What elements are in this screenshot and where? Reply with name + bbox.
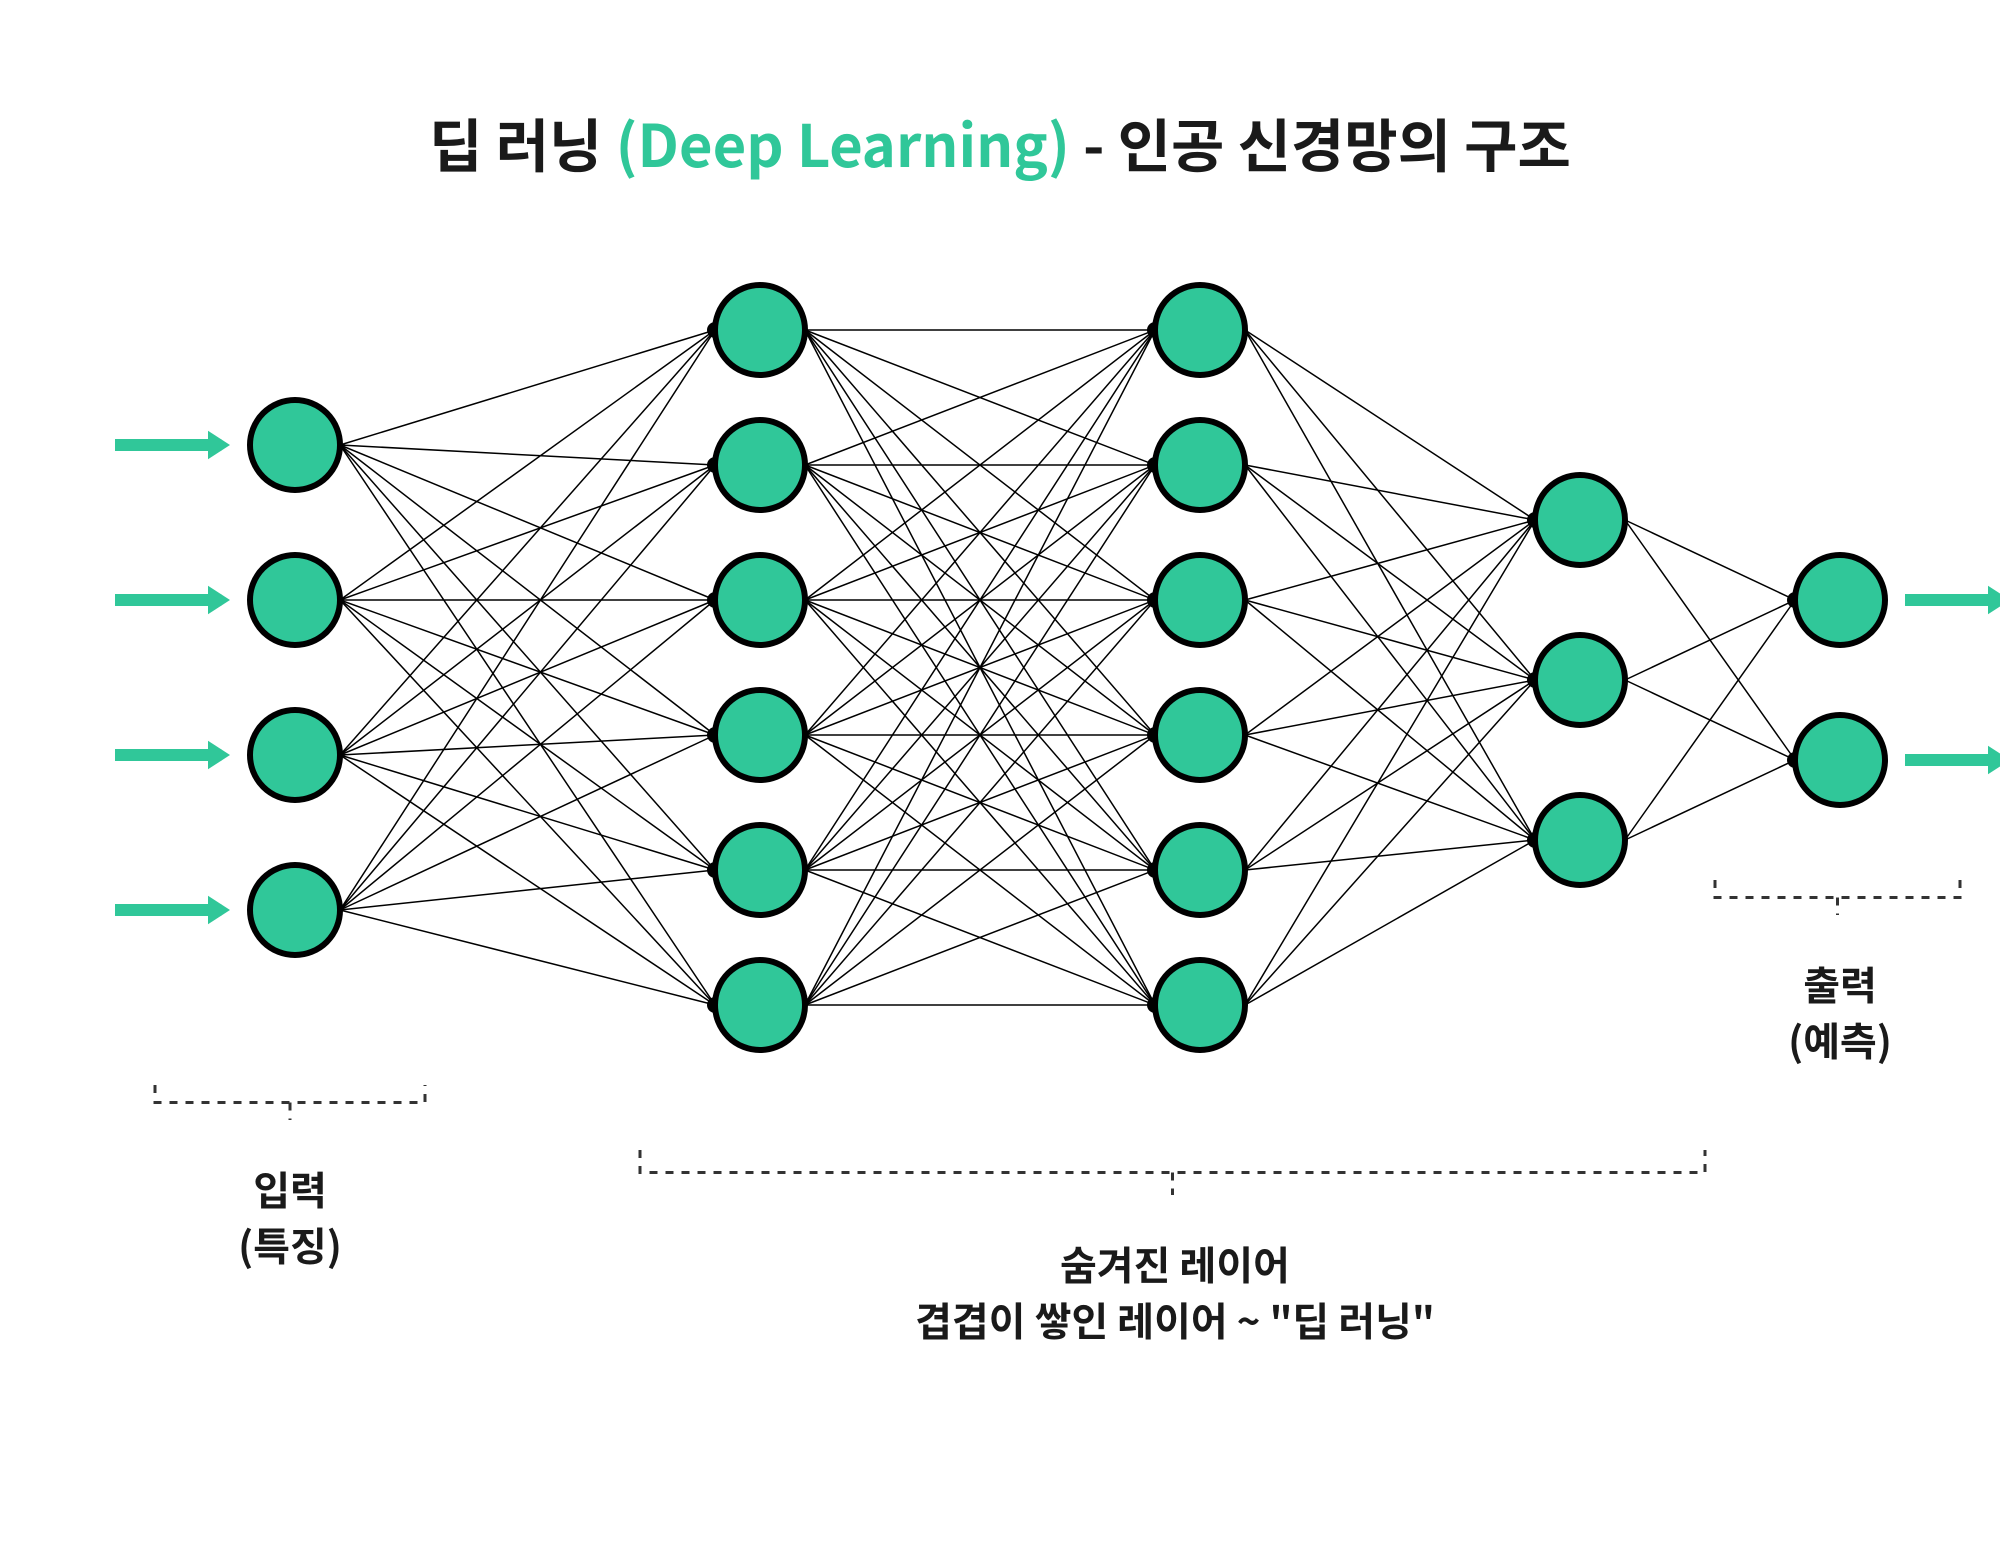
neuron-node (250, 865, 340, 955)
edge (1625, 520, 1795, 600)
neuron-node (1155, 285, 1245, 375)
neuron-node (250, 400, 340, 490)
input-dots-group (707, 322, 1803, 1013)
neuron-node (715, 825, 805, 915)
neuron-node (715, 420, 805, 510)
edge (1625, 600, 1795, 680)
input-arrow-head (208, 741, 230, 770)
edge (1245, 465, 1535, 840)
caption-output: 출력 (예측) (1440, 955, 2000, 1067)
input-arrow-head (208, 896, 230, 925)
neuron-node (715, 960, 805, 1050)
edge (340, 600, 715, 1005)
edge (340, 445, 715, 465)
neuron-node (1535, 475, 1625, 565)
bracket-input (155, 1085, 425, 1103)
neuron-node (715, 555, 805, 645)
neuron-node (250, 555, 340, 645)
edge (340, 330, 715, 600)
diagram-container: 딥 러닝 (Deep Learning) - 인공 신경망의 구조 입력 (특징… (0, 0, 2000, 1563)
neuron-node (1535, 795, 1625, 885)
edge (1625, 760, 1795, 840)
edge (1245, 735, 1535, 840)
caption-hidden: 숨겨진 레이어 겹겹이 쌓인 레이어 ~ "딥 러닝" (775, 1235, 1575, 1347)
edge (340, 600, 715, 755)
neuron-node (1155, 825, 1245, 915)
bracket-hidden (640, 1150, 1705, 1173)
edge (340, 600, 715, 870)
input-arrow-head (208, 586, 230, 615)
edge (340, 600, 715, 910)
edge (340, 735, 715, 755)
edge (1245, 520, 1535, 600)
neuron-node (1795, 555, 1885, 645)
caption-input: 입력 (특징) (0, 1160, 690, 1272)
edge (340, 910, 715, 1005)
edge (340, 870, 715, 910)
edge (340, 445, 715, 1005)
edge (1245, 600, 1535, 680)
neuron-node (250, 710, 340, 800)
neuron-node (715, 690, 805, 780)
edge (340, 755, 715, 870)
edge (1245, 600, 1535, 840)
neuron-node (1155, 420, 1245, 510)
neuron-node (1155, 960, 1245, 1050)
neuron-node (1155, 555, 1245, 645)
edge (1625, 600, 1795, 840)
output-arrow-head (1988, 746, 2000, 775)
input-arrow-head (208, 431, 230, 460)
edge (340, 330, 715, 445)
edge (340, 445, 715, 600)
neuron-node (1535, 635, 1625, 725)
bracket-output (1715, 880, 1960, 898)
edge (1245, 680, 1535, 735)
neuron-node (1155, 690, 1245, 780)
neuron-node (1795, 715, 1885, 805)
arrows-group (115, 431, 2000, 925)
neuron-node (715, 285, 805, 375)
output-arrow-head (1988, 586, 2000, 615)
edge (1245, 330, 1535, 520)
edge (340, 755, 715, 1005)
edge (1245, 465, 1535, 520)
